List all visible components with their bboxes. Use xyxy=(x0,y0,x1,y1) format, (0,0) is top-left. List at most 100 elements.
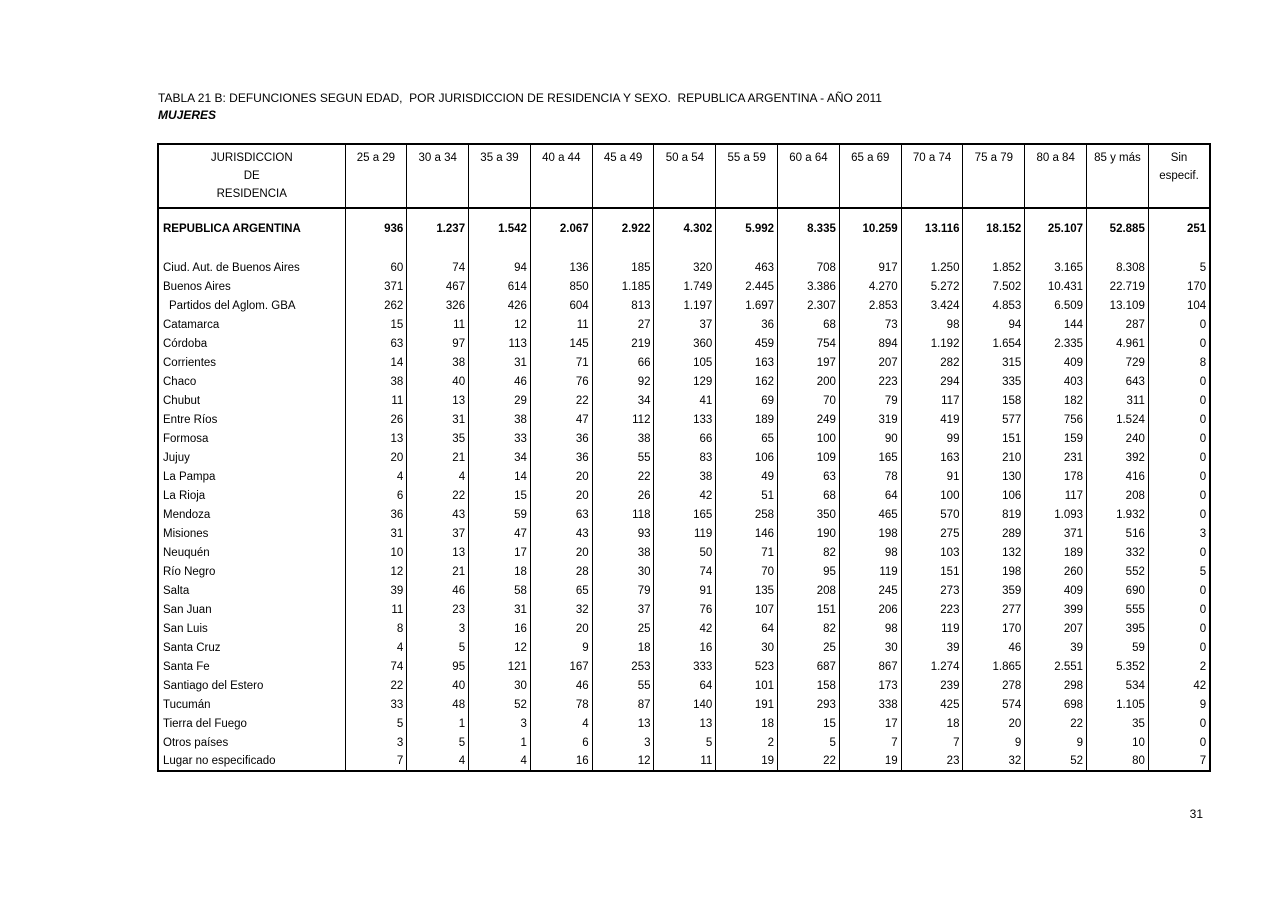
value-cell: 46 xyxy=(406,581,470,600)
value-cell: 570 xyxy=(900,505,964,524)
value-cell: 239 xyxy=(900,676,964,695)
jurisdiction-cell: Santa Fe xyxy=(157,657,346,676)
value-cell: 359 xyxy=(962,581,1026,600)
value-cell: 60 xyxy=(344,258,408,277)
value-cell: 38 xyxy=(468,410,531,429)
value-cell: 754 xyxy=(777,334,840,353)
spacer-cell xyxy=(1147,208,1211,219)
spacer-cell xyxy=(1024,239,1088,258)
value-cell: 98 xyxy=(838,543,902,562)
value-cell: 19 xyxy=(838,752,902,771)
value-cell: 35 xyxy=(406,429,470,448)
value-cell: 320 xyxy=(653,258,717,277)
jurisdiction-cell: Formosa xyxy=(157,429,346,448)
value-cell: 167 xyxy=(529,657,593,676)
value-cell: 729 xyxy=(1086,353,1149,372)
value-cell: 10.259 xyxy=(838,219,902,239)
value-cell: 1.093 xyxy=(1024,505,1088,524)
value-cell: 18 xyxy=(715,714,779,733)
spacer-cell xyxy=(591,208,655,219)
value-cell: 16 xyxy=(468,619,531,638)
value-cell: 253 xyxy=(591,657,655,676)
value-cell: 6 xyxy=(529,733,593,752)
value-cell: 51 xyxy=(715,486,779,505)
value-cell: 13 xyxy=(591,714,655,733)
value-cell: 0 xyxy=(1147,410,1211,429)
value-cell: 43 xyxy=(406,505,470,524)
value-cell: 31 xyxy=(344,524,408,543)
value-cell: 103 xyxy=(900,543,964,562)
value-cell: 80 xyxy=(1086,752,1149,771)
value-cell: 26 xyxy=(591,486,655,505)
column-header-age: 85 y más xyxy=(1086,144,1149,209)
value-cell: 287 xyxy=(1086,315,1149,334)
column-header-age: 75 a 79 xyxy=(962,144,1026,209)
value-cell: 117 xyxy=(900,391,964,410)
value-cell: 1.250 xyxy=(900,258,964,277)
value-cell: 206 xyxy=(838,600,902,619)
value-cell: 69 xyxy=(715,391,779,410)
value-cell: 13 xyxy=(344,429,408,448)
value-cell: 333 xyxy=(653,657,717,676)
value-cell: 0 xyxy=(1147,505,1211,524)
table-row: Neuquén 10 13 17 20 38 50 71 82 98 103 132 189 332 0 xyxy=(157,543,1211,562)
value-cell: 1.524 xyxy=(1086,410,1149,429)
column-header-age: 25 a 29 xyxy=(344,144,408,209)
value-cell: 1.749 xyxy=(653,277,717,296)
table-row: La Rioja 6 22 15 20 26 42 51 68 64 100 106 117 208 0 xyxy=(157,486,1211,505)
value-cell: 47 xyxy=(529,410,593,429)
table-row: Mendoza 36 43 59 63 118 165 258 350 465 570 819 1.09… xyxy=(157,505,1211,524)
jurisdiction-cell: REPUBLICA ARGENTINA xyxy=(157,219,346,239)
table-row: Salta 39 46 58 65 79 91 135 208 245 273 359 409 690 0 xyxy=(157,581,1211,600)
value-cell: 1.197 xyxy=(653,296,717,315)
value-cell: 159 xyxy=(1024,429,1088,448)
value-cell: 59 xyxy=(468,505,531,524)
spacer-cell xyxy=(406,239,470,258)
table-row: Santa Fe 74 95 121 167 253 333 523 687 867 1.274 1.… xyxy=(157,657,1211,676)
value-cell: 30 xyxy=(468,676,531,695)
value-cell: 867 xyxy=(838,657,902,676)
value-cell: 106 xyxy=(962,486,1026,505)
value-cell: 6 xyxy=(344,486,408,505)
deaths-by-age-table: JURISDICCION DE RESIDENCIA 25 a 29 30 a 34 35… xyxy=(157,143,1212,772)
value-cell: 107 xyxy=(715,600,779,619)
value-cell: 109 xyxy=(777,448,840,467)
value-cell: 136 xyxy=(529,258,593,277)
value-cell: 813 xyxy=(591,296,655,315)
value-cell: 223 xyxy=(838,372,902,391)
value-cell: 2 xyxy=(715,733,779,752)
value-cell: 63 xyxy=(529,505,593,524)
value-cell: 13.116 xyxy=(900,219,964,239)
value-cell: 5.272 xyxy=(900,277,964,296)
value-cell: 5.352 xyxy=(1086,657,1149,676)
value-cell: 0 xyxy=(1147,714,1211,733)
value-cell: 936 xyxy=(344,219,408,239)
jurisdiction-cell: La Pampa xyxy=(157,467,346,486)
value-cell: 7 xyxy=(344,752,408,771)
table-row: San Luis 8 3 16 20 25 42 64 82 98 119 170 207 395 0 xyxy=(157,619,1211,638)
value-cell: 11 xyxy=(406,315,470,334)
value-cell: 146 xyxy=(715,524,779,543)
value-cell: 338 xyxy=(838,695,902,714)
spacer-cell xyxy=(529,239,593,258)
value-cell: 90 xyxy=(838,429,902,448)
value-cell: 687 xyxy=(777,657,840,676)
value-cell: 708 xyxy=(777,258,840,277)
table-row: Otros países 3 5 1 6 3 5 2 5 7 7 9 9 10 0 xyxy=(157,733,1211,752)
value-cell: 92 xyxy=(591,372,655,391)
value-cell: 12 xyxy=(468,315,531,334)
table-row: Chaco 38 40 46 76 92 129 162 200 223 294 335 403 643 0 xyxy=(157,372,1211,391)
value-cell: 14 xyxy=(344,353,408,372)
value-cell: 38 xyxy=(653,467,717,486)
column-header-age: 55 a 59 xyxy=(715,144,779,209)
page-number: 31 xyxy=(1189,807,1203,821)
value-cell: 10.431 xyxy=(1024,277,1088,296)
value-cell: 273 xyxy=(900,581,964,600)
value-cell: 33 xyxy=(468,429,531,448)
value-cell: 37 xyxy=(591,600,655,619)
value-cell: 20 xyxy=(344,448,408,467)
value-cell: 395 xyxy=(1086,619,1149,638)
value-cell: 294 xyxy=(900,372,964,391)
value-cell: 198 xyxy=(962,562,1026,581)
value-cell: 1.865 xyxy=(962,657,1026,676)
